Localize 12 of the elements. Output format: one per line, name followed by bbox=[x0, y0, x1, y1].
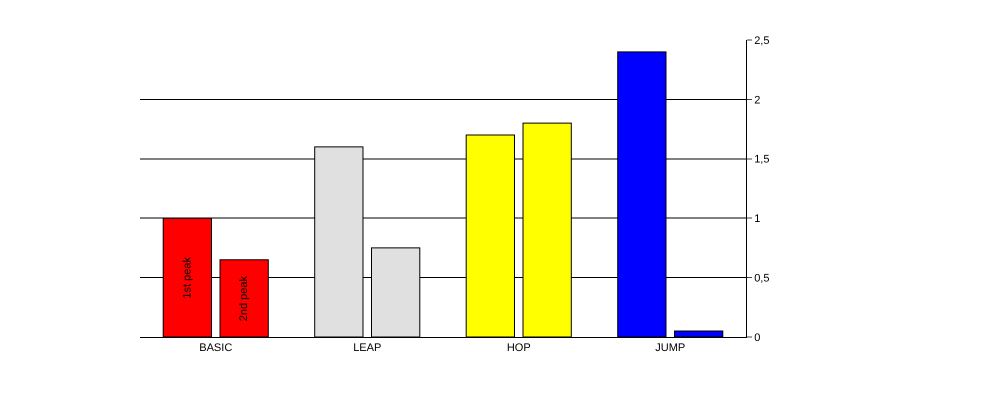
y-tick-label: 0,5 bbox=[754, 272, 770, 284]
x-tick-label: LEAP bbox=[353, 342, 382, 354]
y-tick-label: 2 bbox=[754, 94, 760, 106]
x-tick-label: HOP bbox=[506, 342, 531, 354]
series-label: 2nd peak bbox=[238, 276, 250, 322]
y-tick-label: 2,5 bbox=[754, 34, 770, 47]
y-tick-label: 0 bbox=[754, 332, 760, 344]
y-tick-label: 1,5 bbox=[754, 154, 770, 166]
x-tick-label: BASIC bbox=[199, 342, 232, 354]
x-tick-label: JUMP bbox=[655, 342, 686, 354]
series-label: 1st peak bbox=[181, 256, 194, 299]
y-tick-label: 1 bbox=[754, 213, 760, 226]
